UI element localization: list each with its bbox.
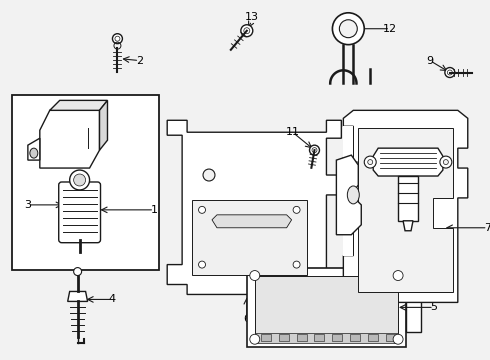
Polygon shape (337, 155, 361, 235)
Polygon shape (68, 292, 88, 301)
Text: 7: 7 (484, 223, 490, 233)
Polygon shape (403, 221, 413, 231)
Bar (192, 200, 307, 275)
Polygon shape (373, 148, 443, 176)
Circle shape (293, 261, 300, 268)
Circle shape (368, 159, 373, 165)
Polygon shape (28, 138, 40, 160)
Circle shape (74, 267, 82, 275)
Circle shape (364, 156, 376, 168)
Circle shape (310, 145, 319, 155)
Bar (279, 334, 289, 341)
Bar (315, 334, 324, 341)
Polygon shape (358, 128, 453, 292)
Bar (386, 334, 396, 341)
Ellipse shape (347, 186, 359, 204)
Circle shape (293, 206, 300, 213)
Text: 12: 12 (383, 24, 397, 34)
Bar (406, 283, 421, 332)
Text: 9: 9 (426, 55, 434, 66)
Text: 13: 13 (245, 12, 259, 22)
Polygon shape (40, 110, 99, 168)
Polygon shape (343, 110, 468, 302)
Circle shape (70, 170, 90, 190)
Bar (398, 176, 418, 221)
Text: 5: 5 (430, 302, 438, 312)
Circle shape (340, 20, 357, 38)
Circle shape (241, 25, 253, 37)
Circle shape (443, 159, 448, 165)
Bar (350, 334, 360, 341)
Circle shape (445, 68, 455, 77)
Text: 11: 11 (286, 127, 299, 137)
Bar (332, 334, 343, 341)
Circle shape (440, 156, 452, 168)
Circle shape (198, 261, 205, 268)
Text: 1: 1 (151, 205, 158, 215)
Text: 6: 6 (244, 314, 250, 324)
Polygon shape (167, 120, 342, 294)
Bar (368, 334, 378, 341)
Bar (255, 333, 398, 343)
Text: 4: 4 (109, 294, 116, 305)
Bar (255, 275, 398, 335)
Bar (261, 334, 270, 341)
Circle shape (204, 225, 214, 235)
Circle shape (203, 169, 215, 181)
Polygon shape (50, 100, 107, 110)
Circle shape (332, 13, 364, 45)
Circle shape (250, 271, 260, 280)
Circle shape (393, 271, 403, 280)
Bar (296, 334, 307, 341)
Polygon shape (99, 100, 107, 150)
Bar (247, 267, 406, 347)
Circle shape (250, 334, 260, 344)
Ellipse shape (30, 148, 38, 158)
Bar (12, 95, 159, 270)
Circle shape (74, 174, 86, 186)
Circle shape (113, 34, 122, 44)
Polygon shape (212, 215, 292, 228)
Polygon shape (343, 126, 353, 256)
Circle shape (198, 206, 205, 213)
Text: 3: 3 (24, 200, 31, 210)
Text: 10: 10 (357, 140, 371, 150)
Text: 2: 2 (136, 55, 143, 66)
Circle shape (393, 334, 403, 344)
FancyBboxPatch shape (59, 182, 100, 243)
Text: 8: 8 (340, 157, 347, 167)
